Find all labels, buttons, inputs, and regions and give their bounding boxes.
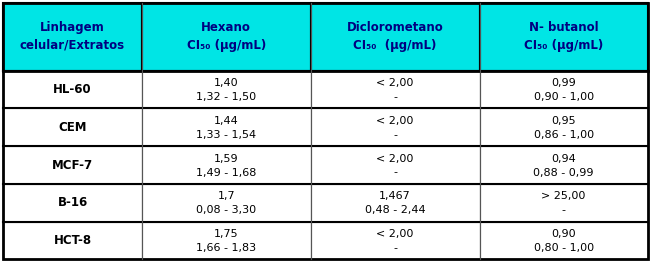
Text: 1,467: 1,467 bbox=[380, 191, 411, 201]
Text: Diclorometano: Diclorometano bbox=[347, 21, 443, 34]
Text: CI₅₀ (µg/mL): CI₅₀ (µg/mL) bbox=[187, 39, 266, 52]
Bar bbox=[311, 222, 480, 259]
Text: CI₅₀  (µg/mL): CI₅₀ (µg/mL) bbox=[353, 39, 437, 52]
Bar bbox=[480, 71, 648, 108]
Text: 0,95: 0,95 bbox=[551, 116, 576, 126]
Text: < 2,00: < 2,00 bbox=[376, 116, 414, 126]
Text: celular/Extratos: celular/Extratos bbox=[20, 39, 125, 52]
Bar bbox=[480, 222, 648, 259]
Text: 0,94: 0,94 bbox=[551, 154, 576, 163]
Text: 0,48 - 2,44: 0,48 - 2,44 bbox=[365, 205, 425, 215]
Bar bbox=[311, 184, 480, 222]
Bar bbox=[142, 108, 311, 146]
Text: B-16: B-16 bbox=[57, 196, 88, 209]
Text: 0,86 - 1,00: 0,86 - 1,00 bbox=[534, 130, 594, 140]
Text: > 25,00: > 25,00 bbox=[542, 191, 586, 201]
Text: Linhagem: Linhagem bbox=[40, 21, 105, 34]
Text: -: - bbox=[393, 92, 397, 102]
Text: -: - bbox=[393, 243, 397, 253]
Text: < 2,00: < 2,00 bbox=[376, 78, 414, 88]
Bar bbox=[3, 3, 142, 71]
Text: 1,33 - 1,54: 1,33 - 1,54 bbox=[196, 130, 256, 140]
Text: 1,75: 1,75 bbox=[214, 229, 238, 239]
Text: CI₅₀ (µg/mL): CI₅₀ (µg/mL) bbox=[524, 39, 603, 52]
Bar bbox=[3, 146, 142, 184]
Bar bbox=[142, 71, 311, 108]
Bar bbox=[3, 184, 142, 222]
Text: 1,7: 1,7 bbox=[217, 191, 235, 201]
Bar bbox=[3, 222, 142, 259]
Bar bbox=[311, 146, 480, 184]
Text: 0,99: 0,99 bbox=[551, 78, 576, 88]
Bar bbox=[142, 184, 311, 222]
Text: 0,88 - 0,99: 0,88 - 0,99 bbox=[533, 168, 594, 178]
Text: N- butanol: N- butanol bbox=[529, 21, 598, 34]
Text: Hexano: Hexano bbox=[201, 21, 251, 34]
Text: 0,80 - 1,00: 0,80 - 1,00 bbox=[534, 243, 594, 253]
Text: < 2,00: < 2,00 bbox=[376, 229, 414, 239]
Bar bbox=[142, 3, 311, 71]
Text: 1,66 - 1,83: 1,66 - 1,83 bbox=[196, 243, 256, 253]
Text: 0,08 - 3,30: 0,08 - 3,30 bbox=[196, 205, 256, 215]
Bar bbox=[142, 222, 311, 259]
Text: HL-60: HL-60 bbox=[53, 83, 92, 96]
Bar bbox=[3, 71, 142, 108]
Bar bbox=[480, 184, 648, 222]
Text: MCF-7: MCF-7 bbox=[52, 159, 93, 172]
Bar bbox=[311, 108, 480, 146]
Bar bbox=[142, 146, 311, 184]
Text: -: - bbox=[393, 168, 397, 178]
Text: 1,40: 1,40 bbox=[214, 78, 238, 88]
Text: -: - bbox=[393, 130, 397, 140]
Text: 0,90: 0,90 bbox=[551, 229, 576, 239]
Text: 0,90 - 1,00: 0,90 - 1,00 bbox=[534, 92, 594, 102]
Text: 1,49 - 1,68: 1,49 - 1,68 bbox=[196, 168, 256, 178]
Text: 1,32 - 1,50: 1,32 - 1,50 bbox=[196, 92, 256, 102]
Text: 1,59: 1,59 bbox=[214, 154, 238, 163]
Bar bbox=[480, 108, 648, 146]
Bar bbox=[480, 146, 648, 184]
Bar bbox=[480, 3, 648, 71]
Bar bbox=[311, 3, 480, 71]
Bar bbox=[311, 71, 480, 108]
Text: 1,44: 1,44 bbox=[214, 116, 239, 126]
Text: CEM: CEM bbox=[59, 121, 87, 134]
Text: HCT-8: HCT-8 bbox=[53, 234, 92, 247]
Text: -: - bbox=[562, 205, 566, 215]
Bar bbox=[3, 108, 142, 146]
Text: < 2,00: < 2,00 bbox=[376, 154, 414, 163]
